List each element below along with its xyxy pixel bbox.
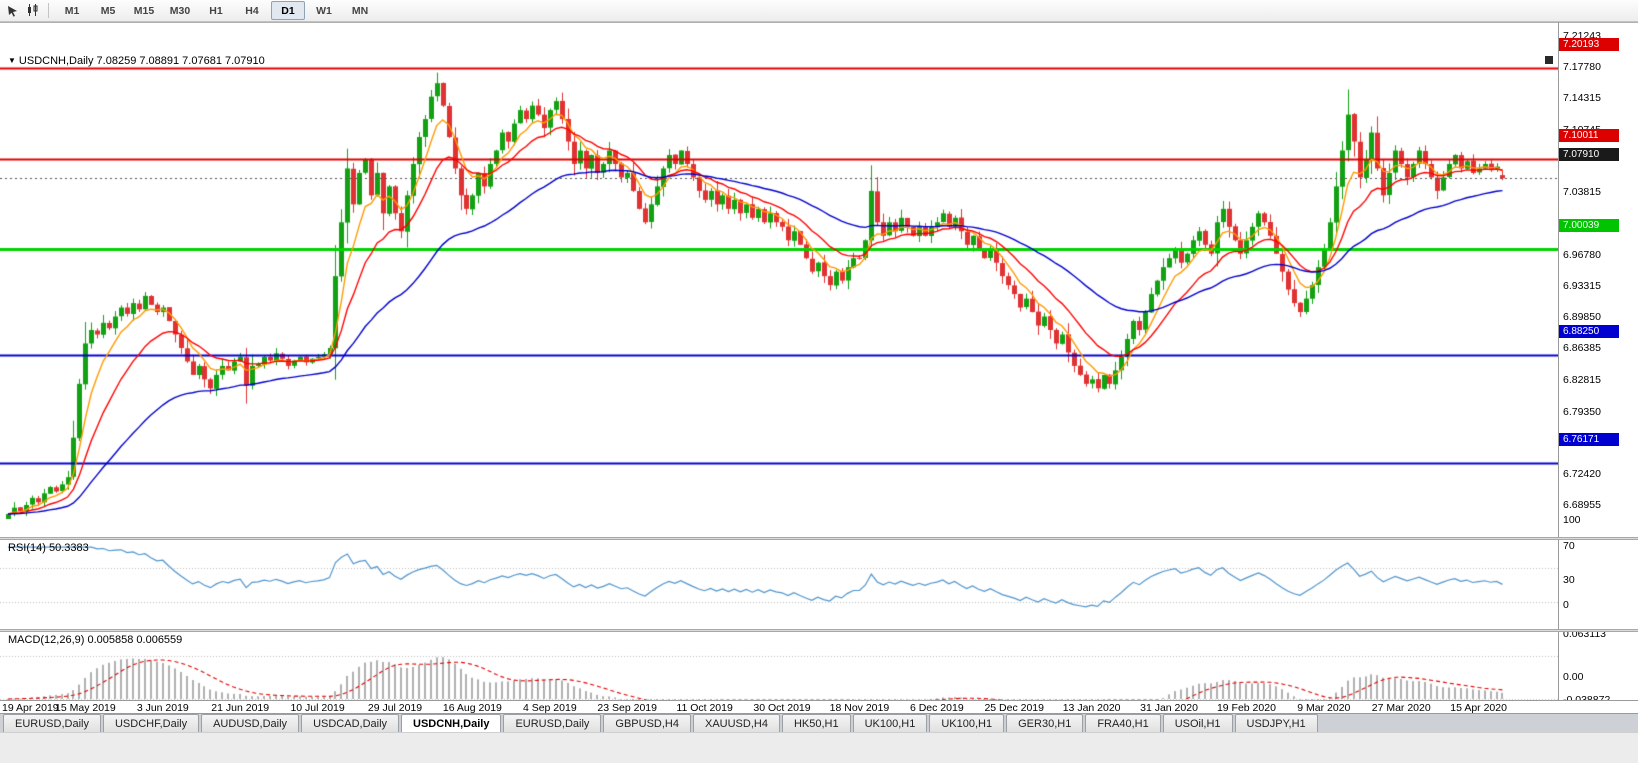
date-label: 9 Mar 2020 (1297, 702, 1351, 714)
chart-tab-ger30-h1[interactable]: GER30,H1 (1006, 714, 1084, 732)
chart-tab-usdcad-daily[interactable]: USDCAD,Daily (301, 714, 400, 732)
price-tick: 6.89850 (1563, 311, 1601, 324)
chart-tab-eurusd-daily[interactable]: EURUSD,Daily (503, 714, 602, 732)
timeframe-buttons: M1 M5 M15 M30 H1 H4 D1 W1 MN (55, 1, 377, 20)
timeframe-m30[interactable]: M30 (169, 4, 191, 17)
chart-tab-usdjpy-h1[interactable]: USDJPY,H1 (1234, 714, 1318, 732)
chart-tab-hk50-h1[interactable]: HK50,H1 (781, 714, 851, 732)
date-label: 18 Nov 2019 (829, 702, 890, 714)
price-tick: 7.17780 (1563, 60, 1601, 73)
price-badge-6.88250: 6.88250 (1559, 324, 1619, 338)
main-chart-canvas[interactable] (0, 53, 1558, 537)
date-label: 13 Jan 2020 (1062, 702, 1121, 714)
price-badge-7.00039: 7.00039 (1559, 218, 1619, 232)
date-label: 25 Dec 2019 (984, 702, 1044, 714)
symbol-name: USDCNH,Daily (18, 55, 94, 67)
price-tick: 6.96780 (1563, 249, 1601, 262)
rsi-tick: 100 (1563, 514, 1581, 526)
date-label: 10 Jul 2019 (290, 702, 345, 714)
chart-tab-eurusd-daily[interactable]: EURUSD,Daily (3, 714, 101, 732)
price-badge-7.20193: 7.20193 (1559, 37, 1619, 51)
chart-tab-fra40-h1[interactable]: FRA40,H1 (1085, 714, 1161, 732)
timeframe-m15[interactable]: M15 (133, 4, 155, 17)
date-label: 21 Jun 2019 (211, 702, 270, 714)
rsi-label: RSI(14) 50.3383 (8, 542, 89, 554)
date-label: 3 Jun 2019 (136, 702, 189, 714)
chart-tab-audusd-daily[interactable]: AUDUSD,Daily (201, 714, 300, 732)
price-tick: 6.68955 (1563, 498, 1601, 511)
chart-tab-xauusd-h4[interactable]: XAUUSD,H4 (692, 714, 780, 732)
date-label: 31 Jan 2020 (1140, 702, 1198, 714)
rsi-indicator-canvas[interactable] (0, 540, 1558, 629)
timeframe-w1[interactable]: W1 (316, 4, 332, 17)
macd-tick: 0.00 (1563, 671, 1584, 683)
ohlc-values: 7.08259 7.08891 7.07681 7.07910 (96, 55, 265, 67)
date-label: 30 Oct 2019 (753, 702, 811, 714)
date-label: 11 Oct 2019 (676, 702, 733, 714)
timeframe-mn[interactable]: MN (351, 4, 369, 17)
price-tick: 6.82815 (1563, 374, 1601, 387)
price-tick: 7.14315 (1563, 91, 1601, 104)
price-badge-6.76171: 6.76171 (1559, 433, 1619, 447)
price-badge-7.10011: 7.10011 (1559, 129, 1619, 143)
price-axis[interactable]: 7.212437.177807.143157.107457.038156.967… (1558, 22, 1638, 713)
chart-tab-gbpusd-h4[interactable]: GBPUSD,H4 (603, 714, 691, 732)
date-label: 6 Dec 2019 (909, 702, 964, 714)
price-badge-7.07910: 7.07910 (1559, 148, 1619, 162)
date-label: 19 Apr 2019 (2, 702, 59, 714)
chart-tab-usdchf-daily[interactable]: USDCHF,Daily (102, 714, 200, 732)
timeframe-toolbar: M1 M5 M15 M30 H1 H4 D1 W1 MN (0, 0, 1638, 22)
symbol-menu-icon[interactable]: ▼ (8, 56, 16, 65)
rsi-tick: 0 (1563, 599, 1569, 611)
time-axis[interactable]: 19 Apr 2019 15 May 2019 3 Jun 2019 21 Jun 2… (0, 700, 1638, 714)
chart-title: ▼ USDCNH,Daily 7.08259 7.08891 7.07681 7.… (8, 55, 265, 67)
chart-tab-uk100-h1[interactable]: UK100,H1 (929, 714, 1005, 732)
panel-splitter[interactable] (0, 537, 1638, 540)
chart-tab-usdcnh-daily[interactable]: USDCNH,Daily (401, 714, 502, 732)
date-label: 29 Jul 2019 (367, 702, 423, 714)
status-strip (0, 732, 1638, 763)
rsi-tick: 30 (1563, 573, 1575, 586)
panel-splitter[interactable] (0, 629, 1638, 632)
chart-area: ▼ USDCNH,Daily 7.08259 7.08891 7.07681 7.… (0, 22, 1638, 723)
chart-tab-uk100-h1[interactable]: UK100,H1 (852, 714, 928, 732)
price-tick: 6.79350 (1563, 405, 1601, 418)
chart-tab-bar: EURUSD,Daily USDCHF,Daily AUDUSD,Daily USDC… (0, 713, 1638, 732)
date-label: 15 May 2019 (55, 702, 116, 714)
date-label: 27 Mar 2020 (1371, 702, 1431, 714)
price-tick: 7.03815 (1563, 185, 1601, 198)
price-tick: 6.72420 (1563, 467, 1601, 480)
macd-label: MACD(12,26,9) 0.005858 0.006559 (8, 634, 183, 646)
cursor-tool-icon[interactable] (4, 3, 22, 19)
toolbar-separator (48, 3, 49, 18)
timeframe-m5[interactable]: M5 (100, 4, 116, 17)
timeframe-h1[interactable]: H1 (209, 4, 223, 17)
price-tick: 6.86385 (1563, 342, 1601, 355)
timeframe-d1[interactable]: D1 (271, 1, 305, 20)
date-label: 23 Sep 2019 (597, 702, 657, 714)
date-label: 16 Aug 2019 (442, 702, 502, 714)
timeframe-h4[interactable]: H4 (245, 4, 259, 17)
candlestick-view-icon[interactable] (24, 3, 42, 19)
chart-tab-usoil-h1[interactable]: USOil,H1 (1162, 714, 1233, 732)
date-label: 19 Feb 2020 (1216, 702, 1276, 714)
rsi-tick: 70 (1563, 539, 1575, 552)
chart-shift-marker[interactable] (1545, 56, 1553, 64)
date-label: 15 Apr 2020 (1450, 702, 1507, 714)
price-axis-border (1558, 22, 1559, 713)
price-tick: 6.93315 (1563, 280, 1601, 293)
timeframe-m1[interactable]: M1 (64, 4, 80, 17)
date-label: 4 Sep 2019 (522, 702, 577, 714)
